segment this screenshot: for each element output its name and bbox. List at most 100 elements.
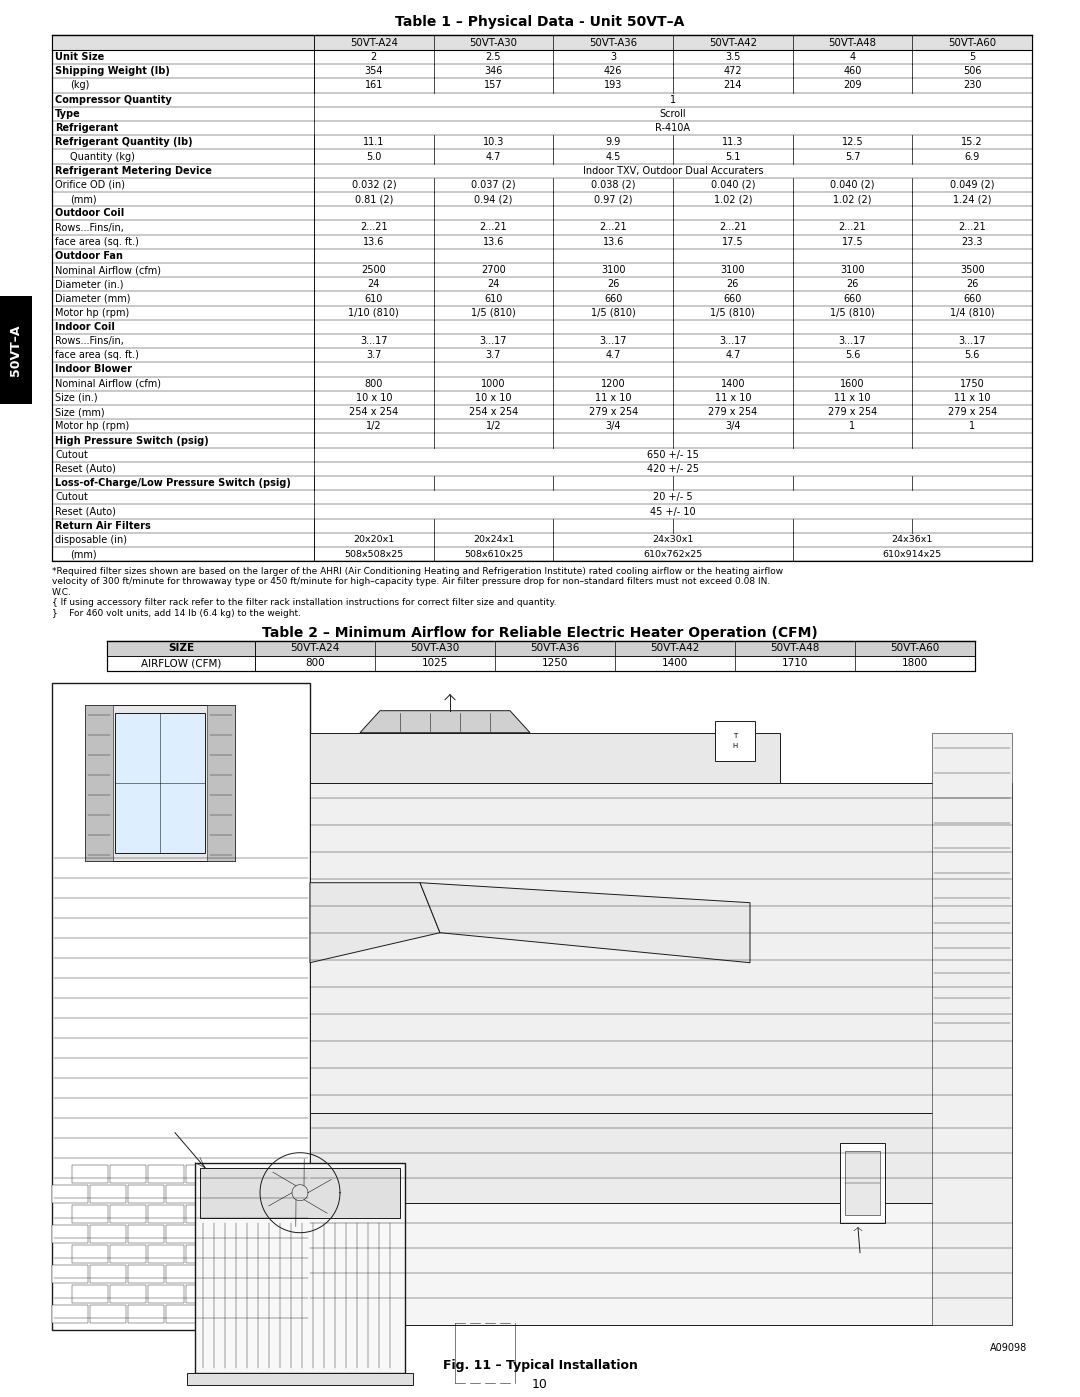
Text: 0.97 (2): 0.97 (2): [594, 194, 633, 204]
Text: 420 +/- 25: 420 +/- 25: [647, 464, 699, 474]
Text: 3100: 3100: [840, 265, 865, 275]
Bar: [52, 1225, 87, 1243]
Text: 5.6: 5.6: [845, 351, 860, 360]
Bar: [72, 1206, 108, 1222]
Polygon shape: [187, 1373, 413, 1384]
Text: 23.3: 23.3: [961, 236, 983, 247]
Text: Motor hp (rpm): Motor hp (rpm): [55, 422, 130, 432]
Polygon shape: [85, 704, 235, 861]
Text: 50VT-A60: 50VT-A60: [890, 643, 940, 654]
Text: 11.3: 11.3: [723, 137, 743, 147]
Bar: [72, 1285, 108, 1303]
Text: 1200: 1200: [600, 379, 625, 388]
Text: Quantity (kg): Quantity (kg): [70, 151, 135, 162]
Text: 1/10 (810): 1/10 (810): [349, 307, 400, 317]
Text: 279 x 254: 279 x 254: [708, 407, 757, 418]
Text: Shipping Weight (lb): Shipping Weight (lb): [55, 66, 170, 77]
Text: Diameter (mm): Diameter (mm): [55, 293, 131, 303]
Polygon shape: [420, 883, 750, 963]
Text: 12.5: 12.5: [841, 137, 863, 147]
Text: T: T: [733, 732, 738, 739]
Bar: [242, 1266, 278, 1282]
Text: 800: 800: [306, 658, 325, 668]
Text: Indoor TXV, Outdoor Dual Accuraters: Indoor TXV, Outdoor Dual Accuraters: [583, 166, 764, 176]
Text: { If using accessory filter rack refer to the filter rack installation instructi: { If using accessory filter rack refer t…: [52, 598, 556, 608]
Bar: [166, 1185, 202, 1203]
Text: 610x762x25: 610x762x25: [644, 549, 703, 559]
Bar: [72, 1165, 108, 1183]
Polygon shape: [310, 883, 440, 963]
Text: 0.049 (2): 0.049 (2): [950, 180, 995, 190]
Text: 17.5: 17.5: [841, 236, 863, 247]
Text: 4.5: 4.5: [606, 151, 621, 162]
Text: H: H: [732, 743, 738, 749]
Text: 1/2: 1/2: [366, 422, 381, 432]
Text: 1: 1: [670, 95, 676, 105]
Text: 230: 230: [963, 81, 982, 91]
Text: 4.7: 4.7: [486, 151, 501, 162]
Text: Nominal Airflow (cfm): Nominal Airflow (cfm): [55, 265, 161, 275]
Text: 472: 472: [724, 66, 742, 77]
Text: High Pressure Switch (psig): High Pressure Switch (psig): [55, 436, 208, 446]
Text: Outdoor Coil: Outdoor Coil: [55, 208, 124, 218]
Text: Refrigerant: Refrigerant: [55, 123, 119, 133]
Text: 3/4: 3/4: [606, 422, 621, 432]
Text: Indoor Blower: Indoor Blower: [55, 365, 132, 374]
Bar: [148, 1206, 184, 1222]
Text: Type: Type: [55, 109, 81, 119]
Text: 5.7: 5.7: [845, 151, 861, 162]
Bar: [90, 1266, 126, 1282]
Text: 1/5 (810): 1/5 (810): [711, 307, 755, 317]
Text: 354: 354: [365, 66, 383, 77]
Text: Orifice OD (in): Orifice OD (in): [55, 180, 125, 190]
Bar: [204, 1185, 240, 1203]
Bar: [166, 1305, 202, 1323]
Text: 11 x 10: 11 x 10: [595, 393, 632, 402]
Text: 2...21: 2...21: [958, 222, 986, 232]
Text: 11 x 10: 11 x 10: [954, 393, 990, 402]
Text: 1: 1: [850, 422, 855, 432]
Bar: [262, 1245, 298, 1263]
Text: 26: 26: [966, 279, 978, 289]
Text: 214: 214: [724, 81, 742, 91]
Text: 1025: 1025: [422, 658, 448, 668]
Text: 1000: 1000: [482, 379, 505, 388]
Polygon shape: [207, 704, 235, 861]
Bar: [129, 1305, 164, 1323]
Text: disposable (in): disposable (in): [55, 535, 127, 545]
Text: 660: 660: [963, 293, 982, 303]
Text: 13.6: 13.6: [603, 236, 624, 247]
Text: (mm): (mm): [70, 549, 96, 559]
Text: 3.7: 3.7: [486, 351, 501, 360]
Text: 9.9: 9.9: [606, 137, 621, 147]
Text: 161: 161: [365, 81, 383, 91]
Text: 279 x 254: 279 x 254: [947, 407, 997, 418]
Text: 279 x 254: 279 x 254: [589, 407, 638, 418]
Text: 3: 3: [610, 52, 617, 61]
Text: Unit Size: Unit Size: [55, 52, 105, 61]
Text: 660: 660: [604, 293, 622, 303]
Bar: [242, 1225, 278, 1243]
Text: 26: 26: [847, 279, 859, 289]
Text: 660: 660: [843, 293, 862, 303]
Text: 650 +/- 15: 650 +/- 15: [647, 450, 699, 460]
Text: 26: 26: [727, 279, 739, 289]
Bar: [186, 1285, 222, 1303]
Bar: [52, 35, 1032, 562]
Bar: [262, 1165, 298, 1183]
Text: AIRFLOW (CFM): AIRFLOW (CFM): [140, 658, 221, 668]
Text: Indoor Coil: Indoor Coil: [55, 321, 114, 332]
Bar: [52, 35, 1032, 50]
Text: Table 1 – Physical Data - Unit 50VT–A: Table 1 – Physical Data - Unit 50VT–A: [395, 15, 685, 29]
Text: 24x30x1: 24x30x1: [652, 535, 693, 545]
Polygon shape: [195, 1162, 405, 1373]
Text: 1.02 (2): 1.02 (2): [714, 194, 752, 204]
Bar: [110, 1165, 146, 1183]
Text: 1800: 1800: [902, 658, 928, 668]
Text: 5: 5: [969, 52, 975, 61]
Text: 209: 209: [843, 81, 862, 91]
Bar: [52, 1266, 87, 1282]
Text: face area (sq. ft.): face area (sq. ft.): [55, 351, 139, 360]
Text: 0.037 (2): 0.037 (2): [471, 180, 516, 190]
Text: (kg): (kg): [70, 81, 90, 91]
